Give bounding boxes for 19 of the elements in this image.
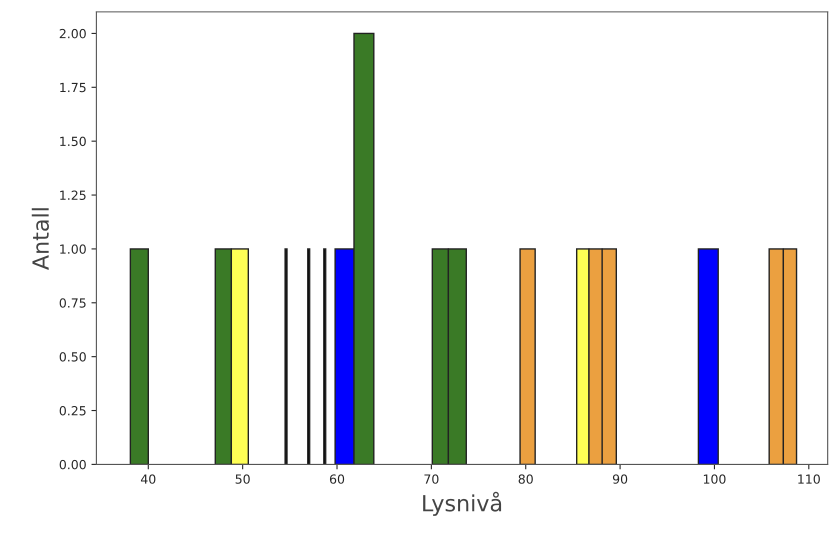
- x-axis-title: Lysnivå: [423, 492, 502, 516]
- x-tick-label: 80: [518, 474, 533, 484]
- x-tick-label: 50: [236, 474, 250, 484]
- y-tick-label: 2.00: [60, 28, 86, 38]
- y-tick-label: 1.75: [60, 82, 86, 92]
- x-tick-label: 40: [140, 474, 156, 484]
- x-tick-label: 110: [798, 474, 820, 484]
- y-tick-label: 1.25: [60, 190, 86, 200]
- y-axis-title: Antall: [32, 208, 49, 270]
- x-tick-label: 100: [704, 474, 726, 484]
- x-tick-label: 90: [612, 474, 628, 484]
- y-tick-label: 1.00: [60, 244, 86, 254]
- y-tick-label: 0.00: [60, 460, 86, 470]
- x-tick-label: 70: [424, 474, 438, 484]
- x-tick-label: 60: [330, 474, 344, 484]
- y-tick-label: 1.50: [60, 136, 86, 146]
- y-tick-label: 0.75: [60, 298, 86, 308]
- y-tick-label: 0.50: [60, 352, 86, 362]
- y-tick-label: 0.25: [60, 406, 86, 416]
